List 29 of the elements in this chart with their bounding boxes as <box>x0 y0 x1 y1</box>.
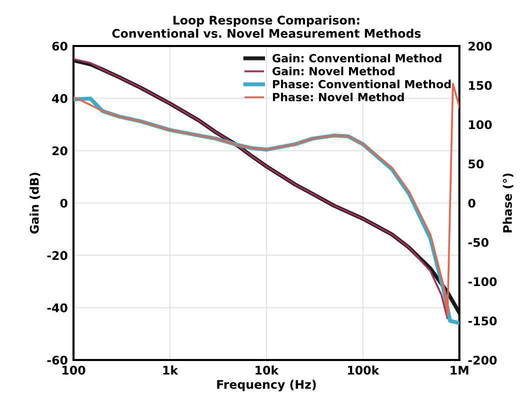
x-tick-label: 10k <box>256 366 279 375</box>
y2-tick-label: -100 <box>468 277 497 286</box>
y2-tick-label: 50 <box>468 159 484 168</box>
x-tick-label: 100 <box>62 366 86 375</box>
y2-tick-label: -50 <box>468 238 488 247</box>
y2-tick-label: 0 <box>468 198 476 208</box>
y2-tick-label: -150 <box>468 316 497 326</box>
y-tick-label: 60 <box>52 42 68 51</box>
y2-tick-label: 150 <box>469 80 492 90</box>
chart-title: Loop Response Comparison: Conventional vs. Novel Measurement Methods <box>112 15 421 38</box>
x-tick-label: 1M <box>450 366 468 375</box>
legend-label: Gain: Conventional Method <box>272 54 442 62</box>
y2-tick-label: 200 <box>468 42 492 51</box>
y-axis-title: Gain (dB) <box>30 172 40 234</box>
legend-label: Gain: Novel Method <box>272 66 394 76</box>
y2-tick-label: -200 <box>468 356 497 365</box>
x-tick-label: 1k <box>163 366 178 375</box>
x-axis-title: Frequency (Hz) <box>217 380 316 392</box>
legend-label: Phase: Novel Method <box>272 92 404 102</box>
y-tick-label: 20 <box>52 146 68 156</box>
y2-tick-label: 100 <box>469 120 492 130</box>
y2-axis-title: Phase (°) <box>502 174 514 232</box>
x-tick-label: 100k <box>348 366 380 375</box>
y-tick-label: -40 <box>47 303 68 312</box>
y-tick-label: -20 <box>47 251 68 260</box>
y-tick-label: 0 <box>60 198 68 208</box>
y-tick-label: -60 <box>47 356 68 365</box>
y-tick-label: 40 <box>52 94 68 103</box>
legend-label: Phase: Conventional Method <box>272 80 451 88</box>
